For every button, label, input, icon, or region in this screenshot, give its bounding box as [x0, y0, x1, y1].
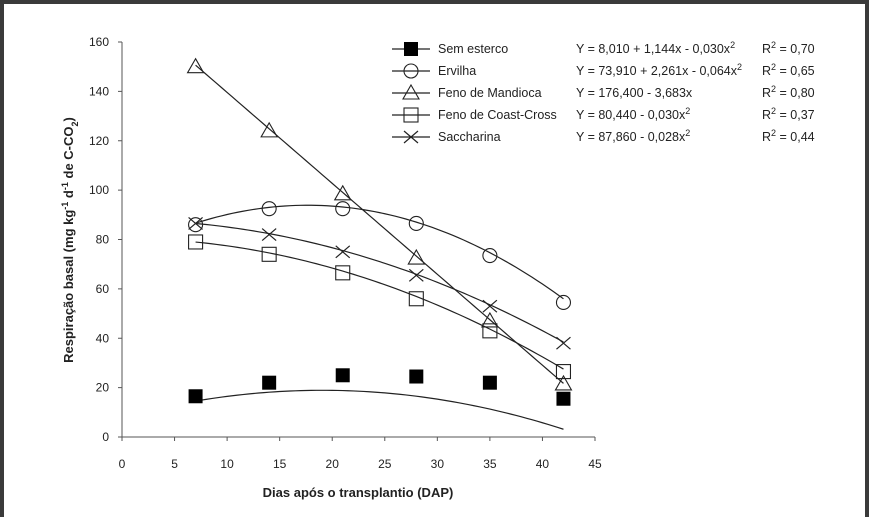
y-axis-title: Respiração basal (mg kg-1 d-1 de C-CO2) [60, 117, 80, 363]
data-point [261, 201, 277, 217]
legend-label: Ervilha [438, 64, 476, 78]
legend-label: Saccharina [438, 130, 501, 144]
y-tick-label: 80 [96, 233, 110, 247]
data-point [261, 246, 277, 262]
data-point [556, 391, 571, 406]
data-point [409, 369, 424, 384]
y-tick-label: 60 [96, 282, 110, 296]
data-point [186, 57, 205, 74]
x-tick-label: 25 [378, 457, 392, 471]
data-point [482, 299, 498, 313]
data-markers [186, 57, 573, 406]
data-point [407, 248, 426, 265]
legend-equation: Y = 80,440 - 0,030x2 [576, 106, 690, 122]
data-point [260, 121, 279, 138]
x-tick-label: 10 [220, 457, 234, 471]
legend-marker [403, 63, 419, 79]
legend-entry: Sem esterco Y = 8,010 + 1,144x - 0,030x2 R… [392, 40, 815, 56]
x-tick-label: 0 [119, 457, 126, 471]
data-point [335, 245, 351, 259]
x-axis-title: Dias após o transplantio (DAP) [263, 485, 454, 500]
legend-equation: Y = 73,910 + 2,261x - 0,064x2 [576, 62, 742, 78]
data-point [555, 294, 572, 311]
legend-marker [403, 130, 419, 144]
data-point [482, 375, 497, 390]
y-tick-label: 40 [96, 331, 110, 345]
data-point [482, 323, 498, 339]
y-tick-label: 140 [89, 84, 109, 98]
legend-marker [404, 42, 418, 56]
data-point [335, 265, 351, 281]
fit-curve [195, 241, 564, 370]
data-point [335, 201, 351, 217]
x-tick-label: 15 [273, 457, 287, 471]
legend-entry: Feno de Coast-Cross Y = 80,440 - 0,030x2 R… [392, 106, 815, 123]
legend-label: Sem esterco [438, 42, 508, 56]
fit-curve [195, 64, 564, 384]
data-point [482, 247, 498, 264]
data-point [261, 228, 277, 242]
x-tick-label: 40 [536, 457, 550, 471]
legend-r-squared: R2 = 0,65 [762, 62, 815, 78]
legend-r-squared: R2 = 0,37 [762, 106, 815, 122]
data-point [262, 375, 277, 390]
legend-r-squared: R2 = 0,80 [762, 84, 815, 100]
data-point [408, 268, 424, 282]
data-point [408, 215, 424, 232]
x-tick-labels: 0 5 10 15 20 25 30 35 40 45 [119, 437, 602, 471]
fit-curves [195, 64, 564, 430]
data-point [555, 364, 572, 380]
legend: Sem esterco Y = 8,010 + 1,144x - 0,030x2 R… [392, 40, 815, 144]
y-tick-label: 160 [89, 35, 109, 49]
legend-label: Feno de Mandioca [438, 86, 542, 100]
fit-curve [195, 389, 564, 430]
y-tick-labels: 0 20 40 60 80 100 120 140 160 [89, 35, 122, 444]
legend-r-squared: R2 = 0,44 [762, 128, 815, 144]
y-tick-label: 20 [96, 381, 110, 395]
legend-marker [402, 83, 420, 100]
data-point [188, 234, 204, 250]
data-point [554, 374, 573, 391]
legend-r-squared: R2 = 0,70 [762, 40, 815, 56]
y-tick-label: 120 [89, 134, 109, 148]
fit-curve [195, 222, 564, 343]
y-tick-label: 0 [102, 430, 109, 444]
x-tick-label: 35 [483, 457, 497, 471]
y-tick-label: 100 [89, 183, 109, 197]
data-point [188, 389, 203, 404]
data-point [188, 216, 203, 230]
data-point [188, 217, 204, 233]
legend-equation: Y = 176,400 - 3,683x [576, 86, 693, 100]
x-tick-label: 45 [588, 457, 602, 471]
data-point [333, 184, 352, 201]
legend-equation: Y = 8,010 + 1,144x - 0,030x2 [576, 40, 735, 56]
data-point [556, 336, 571, 350]
legend-label: Feno de Coast-Cross [438, 108, 557, 122]
legend-equation: Y = 87,860 - 0,028x2 [576, 128, 690, 144]
data-point [335, 368, 350, 383]
x-tick-label: 20 [326, 457, 340, 471]
fit-curve [195, 204, 564, 300]
axes [121, 42, 595, 438]
x-tick-label: 30 [431, 457, 445, 471]
legend-entry: Saccharina Y = 87,860 - 0,028x2 R2 = 0,44 [392, 128, 815, 144]
x-tick-label: 5 [171, 457, 178, 471]
data-point [480, 311, 499, 328]
legend-entry: Ervilha Y = 73,910 + 2,261x - 0,064x2 R2 =… [392, 62, 815, 79]
data-point [408, 291, 424, 307]
legend-entry: Feno de Mandioca Y = 176,400 - 3,683x R2 =… [392, 83, 815, 100]
legend-marker [403, 107, 419, 123]
